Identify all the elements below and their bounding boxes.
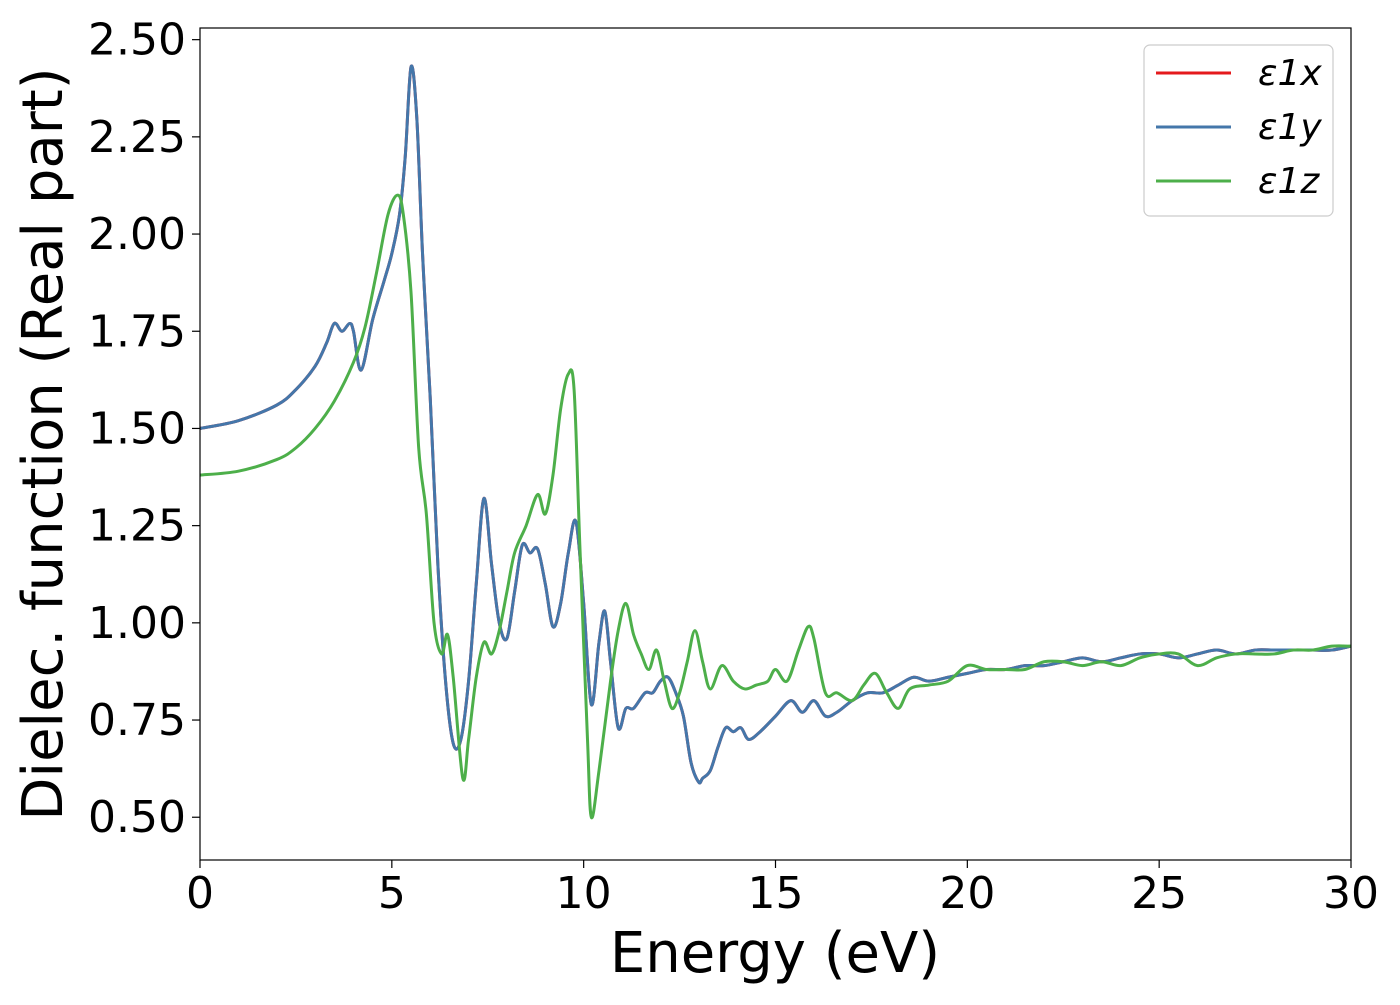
x-axis-label: Energy (eV) <box>610 921 940 986</box>
x-tick-label: 15 <box>748 868 804 919</box>
lines-layer <box>199 64 1352 820</box>
y-tick-label: 1.75 <box>88 306 186 357</box>
legend: ε1x ε1y ε1z <box>1143 44 1334 217</box>
x-tick-label: 5 <box>378 868 406 919</box>
legend-label-eps1z: ε1z <box>1258 161 1320 202</box>
y-tick-label: 1.50 <box>88 403 186 454</box>
plot-frame <box>199 27 1352 861</box>
x-tick-label: 0 <box>186 868 214 919</box>
x-tick-label: 20 <box>939 868 995 919</box>
legend-label-eps1x: ε1x <box>1258 53 1322 94</box>
series-line-eps1z <box>199 193 1352 820</box>
y-axis-label: Dielec. function (Real part) <box>11 67 76 820</box>
ticks-layer: 0 5 10 15 20 25 30 0.50 0.75 1.00 1.25 1.50 1.75 2.00… <box>88 15 1379 919</box>
y-tick-label: 1.00 <box>88 598 186 649</box>
y-tick-label: 2.25 <box>88 112 186 163</box>
y-tick-label: 1.25 <box>88 501 186 552</box>
y-tick-label: 0.50 <box>88 792 186 843</box>
y-tick-label: 2.50 <box>88 15 186 66</box>
x-tick-label: 10 <box>556 868 612 919</box>
x-tick-label: 30 <box>1323 868 1379 919</box>
y-tick-label: 0.75 <box>88 695 186 746</box>
x-tick-label: 25 <box>1131 868 1187 919</box>
legend-label-eps1y: ε1y <box>1258 107 1322 148</box>
legend-box <box>1143 44 1334 217</box>
y-tick-label: 2.00 <box>88 209 186 260</box>
